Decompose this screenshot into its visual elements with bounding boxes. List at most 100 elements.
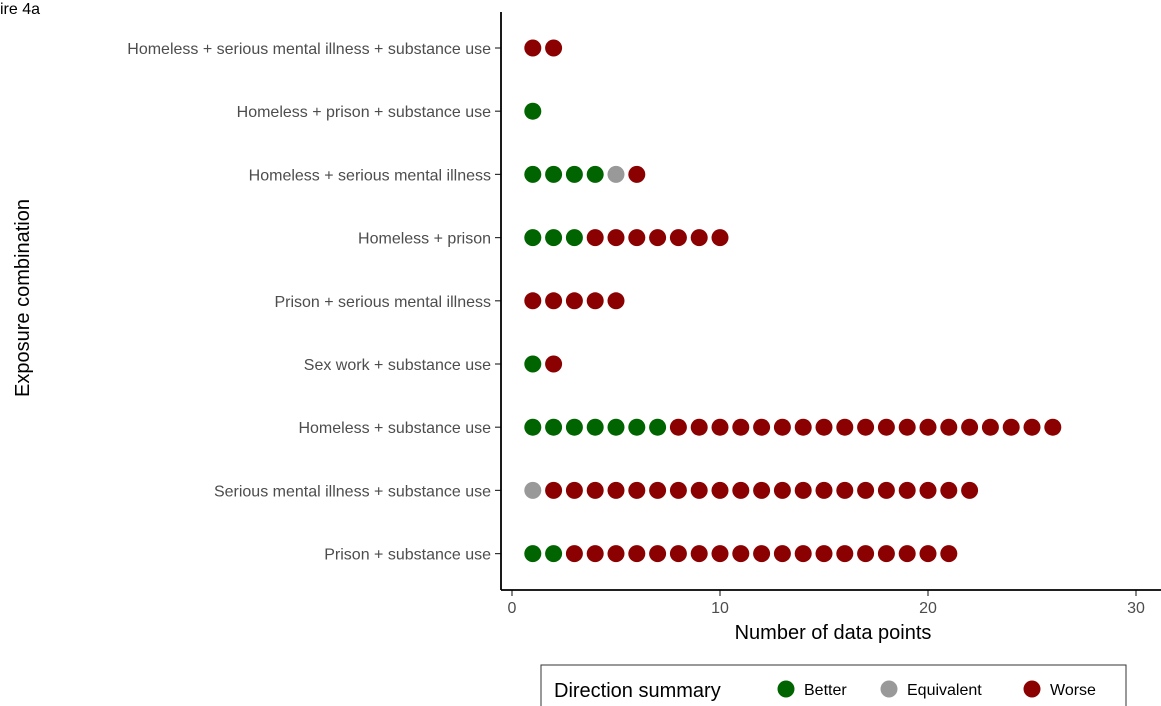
x-tick-label: 30	[1127, 600, 1145, 617]
dot-better	[649, 418, 667, 436]
y-tick-labels: Homeless + serious mental illness + subs…	[127, 41, 501, 564]
legend-label-better: Better	[804, 682, 847, 699]
dot-worse	[711, 418, 729, 436]
dot-worse	[669, 418, 687, 436]
x-axis-title: Number of data points	[735, 622, 932, 644]
x-axis: 0 10 20 30	[508, 590, 1145, 617]
dot-worse	[669, 481, 687, 499]
dot-worse	[753, 481, 771, 499]
y-tick-label: Homeless + serious mental illness + subs…	[127, 41, 491, 58]
y-tick-label: Homeless + substance use	[298, 420, 491, 437]
dot-worse	[961, 418, 979, 436]
dot-worse	[649, 545, 667, 563]
x-tick-label: 10	[711, 600, 729, 617]
dot-worse	[877, 481, 895, 499]
dot-worse	[545, 481, 563, 499]
dot-worse	[961, 481, 979, 499]
y-tick-label: Serious mental illness + substance use	[214, 483, 491, 500]
dot-worse	[836, 481, 854, 499]
dot-better	[545, 418, 563, 436]
dot-worse	[857, 418, 875, 436]
dot-worse	[628, 165, 646, 183]
dot-equivalent	[607, 165, 625, 183]
dot-better	[545, 229, 563, 247]
x-tick-label: 20	[919, 600, 937, 617]
dot-worse	[794, 545, 812, 563]
data-dots	[524, 39, 1062, 563]
legend-entries: Better Equivalent Worse	[777, 680, 1096, 699]
dot-worse	[628, 545, 646, 563]
dot-worse	[753, 418, 771, 436]
dot-better	[565, 418, 583, 436]
dot-worse	[607, 229, 625, 247]
dot-worse	[753, 545, 771, 563]
dot-better	[524, 355, 542, 373]
dot-worse	[981, 418, 999, 436]
legend: Direction summary Better Equivalent Worse	[540, 664, 1127, 706]
dot-worse	[649, 481, 667, 499]
dot-worse	[857, 481, 875, 499]
dot-worse	[545, 292, 563, 310]
dot-worse	[898, 418, 916, 436]
legend-label-equivalent: Equivalent	[907, 682, 982, 699]
dot-worse	[690, 545, 708, 563]
dot-worse	[898, 545, 916, 563]
dot-worse	[1044, 418, 1062, 436]
y-tick-label: Homeless + prison	[358, 231, 491, 248]
dot-worse	[732, 418, 750, 436]
y-tick-label: Sex work + substance use	[304, 357, 491, 374]
y-tick-label: Homeless + prison + substance use	[237, 104, 491, 121]
dot-better	[545, 165, 563, 183]
dot-worse	[773, 481, 791, 499]
dot-worse	[545, 355, 563, 373]
y-tick-label: Homeless + serious mental illness	[249, 167, 491, 184]
dot-worse	[940, 481, 958, 499]
dot-worse	[815, 418, 833, 436]
dot-worse	[586, 229, 604, 247]
dot-worse	[669, 545, 687, 563]
dot-worse	[732, 481, 750, 499]
dot-worse	[794, 418, 812, 436]
dot-worse	[919, 418, 937, 436]
dot-worse	[1002, 418, 1020, 436]
dot-worse	[690, 481, 708, 499]
dot-better	[628, 418, 646, 436]
dot-worse	[773, 418, 791, 436]
dot-worse	[607, 545, 625, 563]
dot-better	[524, 165, 542, 183]
dot-worse	[649, 229, 667, 247]
dot-worse	[690, 418, 708, 436]
dot-worse	[586, 481, 604, 499]
dot-worse	[836, 418, 854, 436]
dot-worse	[524, 39, 542, 57]
dot-worse	[732, 545, 750, 563]
dot-worse	[545, 39, 563, 57]
dot-worse	[628, 229, 646, 247]
dot-worse	[857, 545, 875, 563]
dot-worse	[940, 418, 958, 436]
legend-key-equivalent	[880, 680, 898, 698]
dot-worse	[794, 481, 812, 499]
dot-worse	[524, 292, 542, 310]
dot-equivalent	[524, 481, 542, 499]
dot-worse	[586, 545, 604, 563]
figure-label: ire 4a	[0, 1, 40, 18]
dot-better	[586, 165, 604, 183]
dot-worse	[919, 545, 937, 563]
dot-worse	[940, 545, 958, 563]
dot-better	[565, 229, 583, 247]
dot-better	[586, 418, 604, 436]
dot-worse	[919, 481, 937, 499]
dot-worse	[711, 481, 729, 499]
dot-worse	[877, 418, 895, 436]
dot-worse	[711, 545, 729, 563]
dot-worse	[1023, 418, 1041, 436]
dot-worse	[586, 292, 604, 310]
dot-worse	[565, 481, 583, 499]
dot-worse	[815, 481, 833, 499]
dot-worse	[690, 229, 708, 247]
dot-better	[524, 102, 542, 120]
dot-worse	[607, 292, 625, 310]
legend-key-better	[777, 680, 795, 698]
dot-worse	[815, 545, 833, 563]
